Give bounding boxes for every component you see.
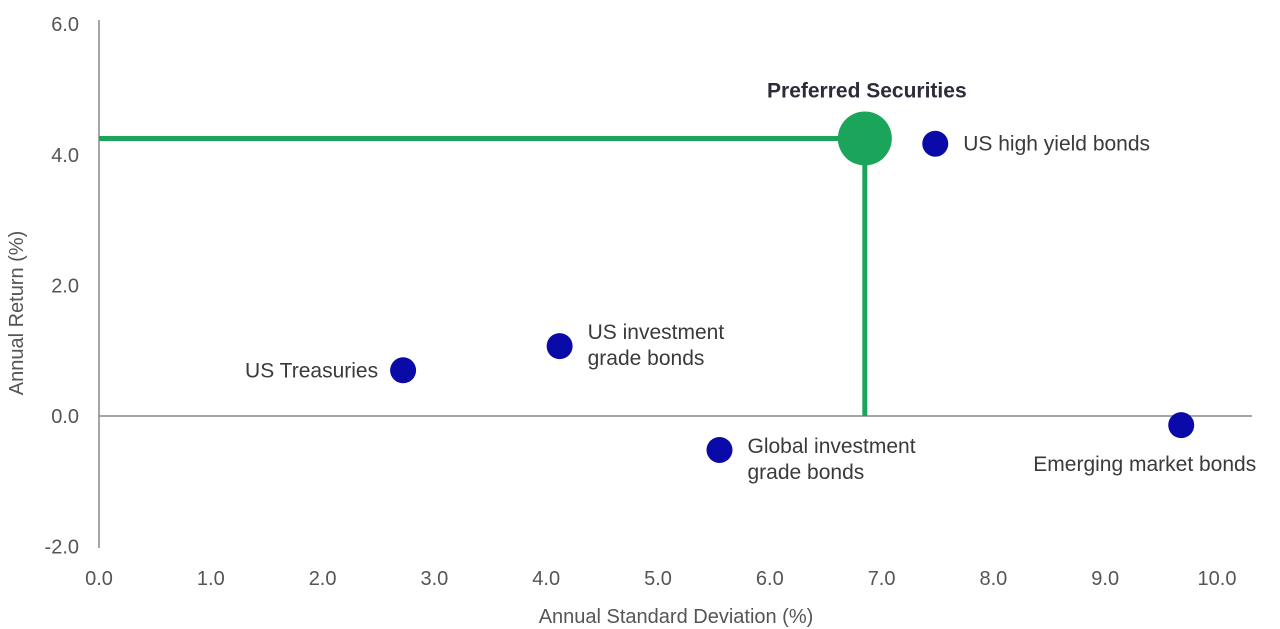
x-tick-label: 10.0 (1198, 568, 1237, 590)
x-tick-label: 4.0 (532, 568, 560, 590)
data-point-marker (922, 130, 949, 157)
y-tick-label: 0.0 (51, 406, 79, 428)
axes (98, 20, 1252, 548)
highlight-point-label: Preferred Securities (767, 79, 967, 102)
x-tick-label: 6.0 (756, 568, 784, 590)
data-point-marker (390, 357, 417, 384)
data-point-marker (546, 333, 573, 360)
data-point-label: US investment (588, 321, 725, 344)
data-points (390, 111, 1195, 463)
data-point-marker (1168, 412, 1195, 439)
x-tick-label: 2.0 (309, 568, 337, 590)
y-tick-label: 2.0 (51, 275, 79, 297)
y-axis-label: Annual Return (%) (6, 231, 28, 396)
data-point-label: grade bonds (747, 461, 864, 484)
data-point-label: US high yield bonds (963, 133, 1150, 156)
data-point-label: Emerging market bonds (1033, 453, 1256, 476)
x-tick-label: 8.0 (979, 568, 1007, 590)
data-point-label: grade bonds (588, 347, 705, 370)
x-tick-labels: 0.0 1.0 2.0 3.0 4.0 5.0 6.0 7.0 8.0 9.0 10.0 (85, 568, 1236, 590)
y-tick-label: 4.0 (51, 145, 79, 167)
data-point-label: Global investment (747, 435, 915, 458)
x-tick-label: 7.0 (868, 568, 896, 590)
y-tick-label: 6.0 (51, 14, 79, 36)
highlight-reference-lines (99, 135, 868, 416)
x-tick-label: 0.0 (85, 568, 113, 590)
x-tick-label: 5.0 (644, 568, 672, 590)
point-labels: Preferred Securities US Treasuries US inve… (245, 79, 1256, 483)
data-point-marker (706, 436, 733, 463)
y-tick-labels: 6.0 4.0 2.0 0.0 -2.0 (45, 14, 79, 558)
data-point-label: US Treasuries (245, 359, 378, 382)
x-axis-label: Annual Standard Deviation (%) (539, 606, 814, 628)
y-tick-label: -2.0 (45, 537, 79, 559)
x-tick-label: 3.0 (420, 568, 448, 590)
highlight-point-marker (837, 111, 892, 166)
x-tick-label: 9.0 (1091, 568, 1119, 590)
x-tick-label: 1.0 (197, 568, 225, 590)
